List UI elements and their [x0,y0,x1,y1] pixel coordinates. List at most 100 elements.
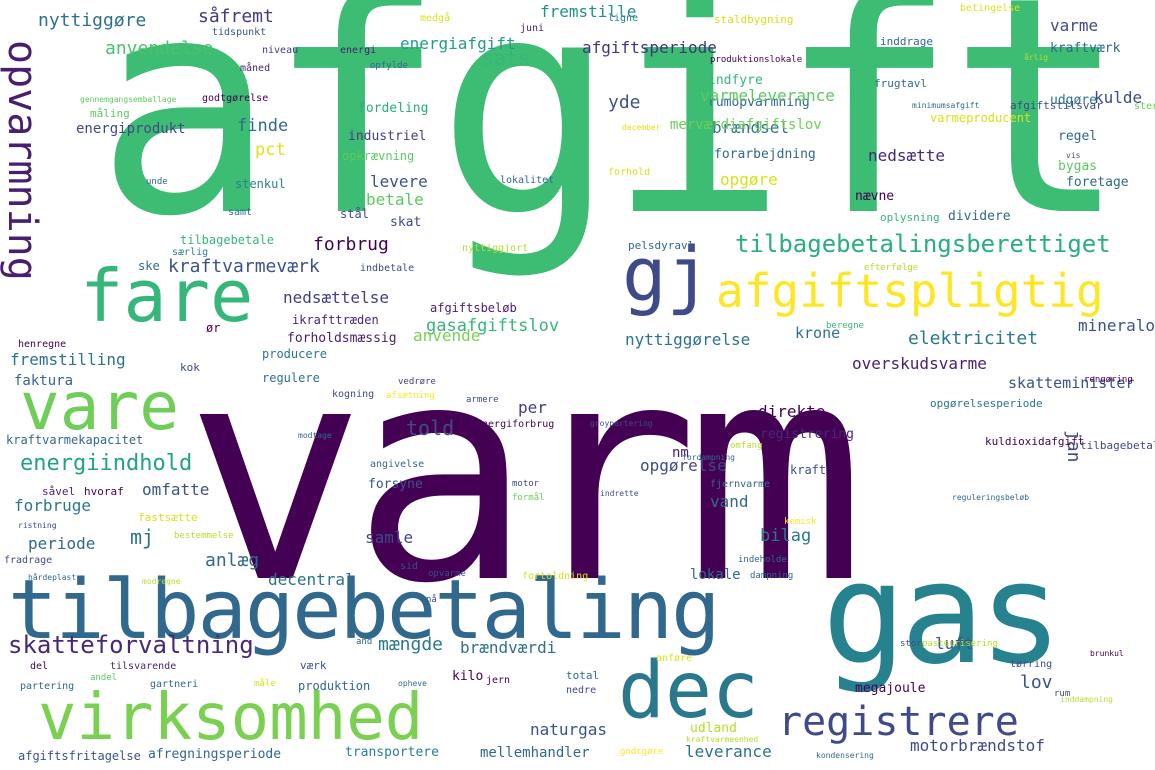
cloud-word: ikrafttræden [292,313,379,327]
cloud-word: nedsætte [868,146,946,165]
cloud-word: vis [1066,151,1081,160]
cloud-word: virksomhed [38,681,424,755]
cloud-word: yde [608,92,641,113]
cloud-word: total [566,669,600,682]
cloud-word: merværdiafgiftslov [670,117,822,133]
cloud-word: anføre [656,653,693,664]
cloud-word: forbruge [14,496,92,515]
cloud-word: transportere [345,745,439,760]
cloud-word: opgørelsesperiode [930,397,1043,410]
cloud-word: minimumsafgift [912,101,980,110]
cloud-word: ristning [18,521,57,530]
cloud-word: jern [486,675,511,686]
cloud-word: del [30,661,49,672]
cloud-word: mj [130,525,155,549]
cloud-word: foretage [1066,175,1129,190]
cloud-word: kemisk [784,517,817,527]
cloud-word: megajoule [855,681,926,696]
cloud-word: samt [228,207,253,218]
cloud-word: godtgørelse [202,93,269,104]
cloud-word: skatteminister [1008,374,1135,392]
cloud-word: nævne [855,189,895,204]
cloud-word: energi [340,45,377,56]
cloud-word: afgiftsbeløb [430,301,517,315]
cloud-word: betingelse [960,3,1021,14]
cloud-word: afsætning [386,391,435,401]
cloud-word: told [406,416,455,440]
cloud-word: tidspunkt [212,27,267,38]
cloud-word: indeholde [738,555,787,565]
cloud-word: indfyre [708,73,763,88]
cloud-word: vare [20,368,179,445]
cloud-word: afgiftsfritagelse [18,749,141,763]
cloud-word: per [518,398,547,417]
cloud-word: registrering [760,427,854,442]
cloud-word: ør [206,321,221,335]
cloud-word: årlig [1024,53,1049,62]
cloud-word: brændsel [712,118,790,137]
cloud-word: betale [366,190,424,209]
cloud-word: efterfølge [864,263,919,273]
cloud-word: vand [710,492,749,511]
cloud-word: nyttiggørelse [625,330,751,349]
cloud-word: gasafgiftslov [426,316,560,336]
cloud-word: unde [146,177,168,187]
cloud-word: rum [1054,689,1071,699]
cloud-word: staldbygning [714,13,794,26]
cloud-word: fortoldning [522,571,589,582]
cloud-word: dividere [948,209,1011,224]
cloud-word: motor [512,479,540,489]
cloud-word: såvel [42,485,76,498]
cloud-word: sats [482,46,531,70]
cloud-word: afgiftsperiode [582,38,717,57]
cloud-word: jan [1063,430,1084,463]
cloud-word: stenkul [235,177,286,191]
cloud-word: energiprodukt [76,121,186,137]
cloud-word: varme [1050,16,1099,35]
cloud-word: opgøre [720,170,778,189]
cloud-word: direkte [758,402,826,421]
cloud-word: sid [400,561,419,572]
cloud-word: industriel [348,129,427,144]
cloud-word: andel [90,673,118,683]
cloud-word: motorbrændstof [910,736,1045,755]
cloud-word: henregne [18,339,67,350]
cloud-word: nyttiggøre [38,10,147,31]
cloud-word: modregne [142,577,181,586]
cloud-word: forbrug [313,234,389,255]
cloud-word: naturgas [530,720,608,739]
cloud-word: sterilisering [1134,101,1155,112]
cloud-word: anvende [413,326,481,345]
cloud-word: varmeleverance [700,86,835,105]
cloud-word: indrette [600,489,639,498]
cloud-word: kraftværk [1050,41,1121,56]
cloud-word: fare [80,254,254,338]
cloud-word: afgift [95,0,1129,282]
cloud-word: måned [240,63,271,74]
cloud-word: såfremt [198,6,274,27]
cloud-word: skat [390,215,422,230]
cloud-word: fjernvarme [710,479,771,490]
cloud-word: mængde [378,634,444,655]
cloud-word: fordampning [682,453,735,462]
cloud-word: rumopvarmning [708,95,810,110]
cloud-word: mellemhandler [480,745,590,761]
cloud-word: fradrage [4,555,53,566]
cloud-word: fastsætte [138,511,198,524]
cloud-word: kuldioxidafgift [985,435,1085,448]
cloud-word: kulde [1094,88,1143,107]
cloud-word: kraftvarmeenhed [686,735,759,744]
cloud-word: fremstille [540,2,637,21]
cloud-word: registrere [778,699,1019,745]
cloud-word: værk [300,659,327,672]
cloud-word: ligne [608,13,639,24]
cloud-word: bygas [1058,159,1098,174]
cloud-word: luft [935,634,974,653]
cloud-word: udland [690,721,737,736]
cloud-word: leverance [685,742,772,761]
cloud-word: tørring [1010,659,1053,670]
cloud-word: forholdsmæssig [287,331,397,346]
cloud-word: kraftvarmekapacitet [6,433,144,447]
cloud-word: måle [254,679,276,689]
cloud-word: varm [185,300,865,649]
